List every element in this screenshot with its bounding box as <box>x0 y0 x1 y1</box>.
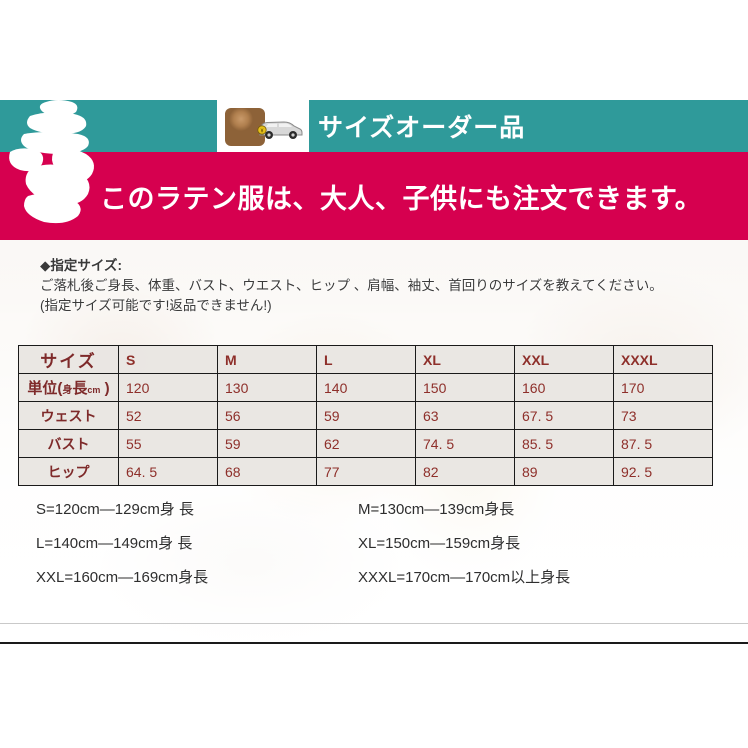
footer-divider-thick <box>0 642 748 644</box>
table-cell: 170 <box>613 373 713 402</box>
header-teal-band <box>0 100 748 152</box>
height-legend-row: XXL=160cm—169cm身長 XXXL=170cm—170cm以上身長 <box>0 566 748 600</box>
table-header-cell-s: S <box>118 345 218 374</box>
svg-text:¥: ¥ <box>261 128 264 134</box>
table-cell: 74. 5 <box>415 429 515 458</box>
table-header-cell-xxxl: XXXL <box>613 345 713 374</box>
table-cell: 64. 5 <box>118 457 218 486</box>
table-cell: 59 <box>217 429 317 458</box>
table-cell: 130 <box>217 373 317 402</box>
table-cell: 68 <box>217 457 317 486</box>
table-cell: 52 <box>118 401 218 430</box>
height-legend-xxxl: XXXL=170cm—170cm以上身長 <box>358 569 571 586</box>
table-row: バスト 55 59 62 74. 5 85. 5 87. 5 <box>18 429 713 458</box>
table-header-cell-l: L <box>316 345 416 374</box>
height-legend-s: S=120cm—129cm身 長 <box>36 501 194 518</box>
table-header-cell-xl: XL <box>415 345 515 374</box>
table-row: 単位(身長cm ) 120 130 140 150 160 170 <box>18 373 713 402</box>
height-legend-xl: XL=150cm—159cm身長 <box>358 535 521 552</box>
table-cell: 55 <box>118 429 218 458</box>
table-cell: 59 <box>316 401 416 430</box>
table-cell: 140 <box>316 373 416 402</box>
height-legend-row: S=120cm—129cm身 長 M=130cm—139cm身長 <box>0 498 748 532</box>
spec-note: ◆指定サイズ: ご落札後ご身長、体重、バスト、ウエスト、ヒップ 、肩幅、袖丈、首… <box>40 256 663 316</box>
table-cell: 62 <box>316 429 416 458</box>
table-cell: 120 <box>118 373 218 402</box>
table-cell: 77 <box>316 457 416 486</box>
table-cell: 73 <box>613 401 713 430</box>
table-cell: 67. 5 <box>514 401 614 430</box>
table-cell: 87. 5 <box>613 429 713 458</box>
height-legend-l: L=140cm—149cm身 長 <box>36 535 193 552</box>
table-cell: 150 <box>415 373 515 402</box>
table-row-label-hip: ヒップ <box>18 457 119 486</box>
footer-blank-area <box>0 644 748 748</box>
table-cell: 63 <box>415 401 515 430</box>
table-row-label-bust: バスト <box>18 429 119 458</box>
table-header-cell-m: M <box>217 345 317 374</box>
coins-icon <box>225 108 265 146</box>
table-header-cell-size: サイズ <box>18 345 119 374</box>
table-cell: 92. 5 <box>613 457 713 486</box>
spec-note-line-3: (指定サイズ可能です!返品できません!) <box>40 298 272 313</box>
table-row: ヒップ 64. 5 68 77 82 89 92. 5 <box>18 457 713 486</box>
coins-and-car-icon: ¥ <box>217 100 309 152</box>
footer-divider-thin <box>0 623 748 624</box>
spec-note-line-1: ◆指定サイズ: <box>40 258 122 273</box>
table-header-cell-xxl: XXL <box>514 345 614 374</box>
height-legend-row: L=140cm—149cm身 長 XL=150cm—159cm身長 <box>0 532 748 566</box>
table-cell: 82 <box>415 457 515 486</box>
header-title: サイズオーダー品 <box>318 114 526 142</box>
promo-pink-band <box>0 152 748 240</box>
height-legend-xxl: XXL=160cm—169cm身長 <box>36 569 209 586</box>
height-legend-m: M=130cm—139cm身長 <box>358 501 515 518</box>
table-cell: 56 <box>217 401 317 430</box>
table-row-label-unit: 単位(身長cm ) <box>18 373 119 402</box>
promo-banner-text: このラテン服は、大人、子供にも注文できます。 <box>100 183 703 214</box>
size-table: サイズ S M L XL XXL XXXL 単位(身長cm ) 120 130 … <box>18 345 713 486</box>
car-icon: ¥ <box>257 121 303 139</box>
height-legend: S=120cm—129cm身 長 M=130cm—139cm身長 L=140cm… <box>0 498 748 600</box>
table-cell: 160 <box>514 373 614 402</box>
table-cell: 85. 5 <box>514 429 614 458</box>
table-row-label-waist: ウェスト <box>18 401 119 430</box>
table-header-row: サイズ S M L XL XXL XXXL <box>18 345 713 374</box>
spec-note-line-2: ご落札後ご身長、体重、バスト、ウエスト、ヒップ 、肩幅、袖丈、首回りのサイズを教… <box>40 278 663 293</box>
table-row: ウェスト 52 56 59 63 67. 5 73 <box>18 401 713 430</box>
size-table-container: サイズ S M L XL XXL XXXL 単位(身長cm ) 120 130 … <box>18 345 713 486</box>
table-cell: 89 <box>514 457 614 486</box>
